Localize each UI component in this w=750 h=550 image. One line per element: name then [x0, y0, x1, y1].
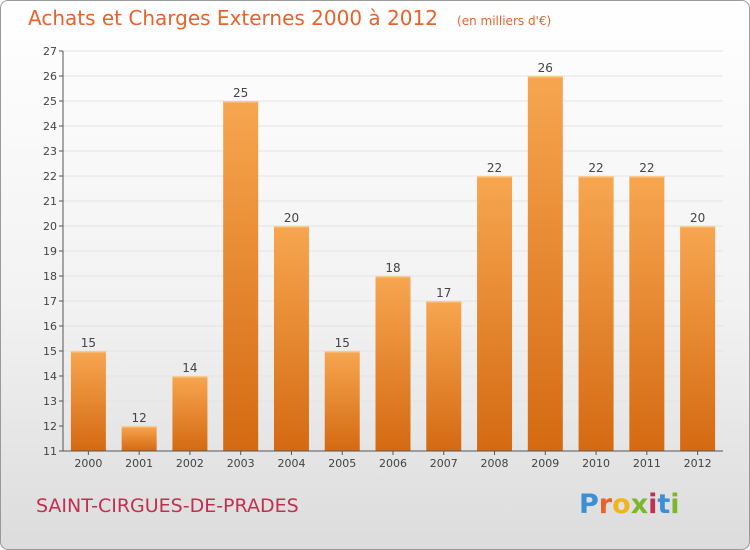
data-label: 26: [538, 61, 553, 75]
logo-letter: i: [648, 489, 658, 520]
bars: [70, 76, 716, 451]
data-label: 15: [335, 336, 350, 350]
data-label: 25: [233, 86, 248, 100]
x-tick-label: 2007: [430, 457, 458, 470]
y-tick-label: 16: [43, 320, 57, 333]
bar-highlight: [629, 176, 665, 178]
chart-subtitle: (en milliers d'€): [457, 14, 552, 28]
x-tick-label: 2010: [582, 457, 610, 470]
bar: [70, 351, 106, 451]
bar-highlight: [273, 226, 309, 228]
data-label: 22: [588, 161, 603, 175]
bar: [477, 176, 513, 451]
y-tick-label: 19: [43, 245, 57, 258]
bar: [223, 101, 259, 451]
bar-highlight: [527, 76, 563, 78]
chart-title: Achats et Charges Externes 2000 à 2012: [28, 6, 438, 30]
bar-highlight: [223, 101, 259, 103]
y-tick-label: 15: [43, 345, 57, 358]
axes: [59, 50, 723, 455]
y-tick-label: 11: [43, 445, 57, 458]
bar: [527, 76, 563, 451]
logo-letter: x: [630, 489, 649, 520]
y-tick-label: 17: [43, 295, 57, 308]
x-tick-label: 2000: [74, 457, 102, 470]
title-row: Achats et Charges Externes 2000 à 2012 (…: [28, 6, 551, 30]
x-tick-label: 2002: [176, 457, 204, 470]
bar: [578, 176, 614, 451]
bar: [680, 226, 716, 451]
logo-letter: t: [657, 489, 671, 520]
data-label: 12: [132, 411, 147, 425]
bar: [426, 301, 462, 451]
logo-letter: P: [579, 489, 599, 520]
x-tick-label: 2006: [379, 457, 407, 470]
data-label: 20: [690, 211, 705, 225]
data-label: 14: [182, 361, 197, 375]
bar-highlight: [680, 226, 716, 228]
bar-chart: 11 12 13 14 15 16 17 18 19 20 21 22 23 24 25 26 27 15 2000…: [43, 45, 723, 470]
x-tick-label: 2012: [684, 457, 712, 470]
x-tick-label: 2001: [125, 457, 153, 470]
data-label: 15: [81, 336, 96, 350]
x-tick-label: 2004: [277, 457, 305, 470]
x-tick-label: 2005: [328, 457, 356, 470]
data-label: 17: [436, 286, 451, 300]
bar-highlight: [70, 351, 106, 353]
logo-letter: i: [670, 489, 680, 520]
bar: [375, 276, 411, 451]
bar-highlight: [172, 376, 208, 378]
bar: [324, 351, 360, 451]
y-tick-label: 18: [43, 270, 57, 283]
data-label: 18: [385, 261, 400, 275]
y-tick-label: 14: [43, 370, 57, 383]
y-tick-label: 24: [43, 120, 57, 133]
y-tick-label: 12: [43, 420, 57, 433]
commune-name: SAINT-CIRGUES-DE-PRADES: [36, 495, 299, 517]
bar: [629, 176, 665, 451]
y-tick-label: 13: [43, 395, 57, 408]
bar: [172, 376, 208, 451]
x-tick-label: 2008: [481, 457, 509, 470]
y-tick-label: 22: [43, 170, 57, 183]
y-tick-label: 26: [43, 70, 57, 83]
data-label: 20: [284, 211, 299, 225]
logo-letter: o: [612, 489, 631, 520]
bar-highlight: [324, 351, 360, 353]
y-tick-label: 20: [43, 220, 57, 233]
bar-highlight: [426, 301, 462, 303]
y-tick-label: 25: [43, 95, 57, 108]
bar-highlight: [578, 176, 614, 178]
proxiti-logo: Proxiti: [579, 489, 680, 520]
bar-highlight: [375, 276, 411, 278]
y-tick-label: 27: [43, 45, 57, 58]
y-tick-label: 23: [43, 145, 57, 158]
bar-highlight: [477, 176, 513, 178]
data-label: 22: [639, 161, 654, 175]
x-tick-label: 2011: [633, 457, 661, 470]
x-tick-label: 2003: [227, 457, 255, 470]
labels: 11 12 13 14 15 16 17 18 19 20 21 22 23 24 25 26 27 15 2000…: [43, 45, 712, 470]
bar: [121, 426, 157, 451]
bar-highlight: [121, 426, 157, 428]
bar: [273, 226, 309, 451]
y-tick-label: 21: [43, 195, 57, 208]
data-label: 22: [487, 161, 502, 175]
logo-letter: r: [598, 489, 613, 520]
x-tick-label: 2009: [531, 457, 559, 470]
